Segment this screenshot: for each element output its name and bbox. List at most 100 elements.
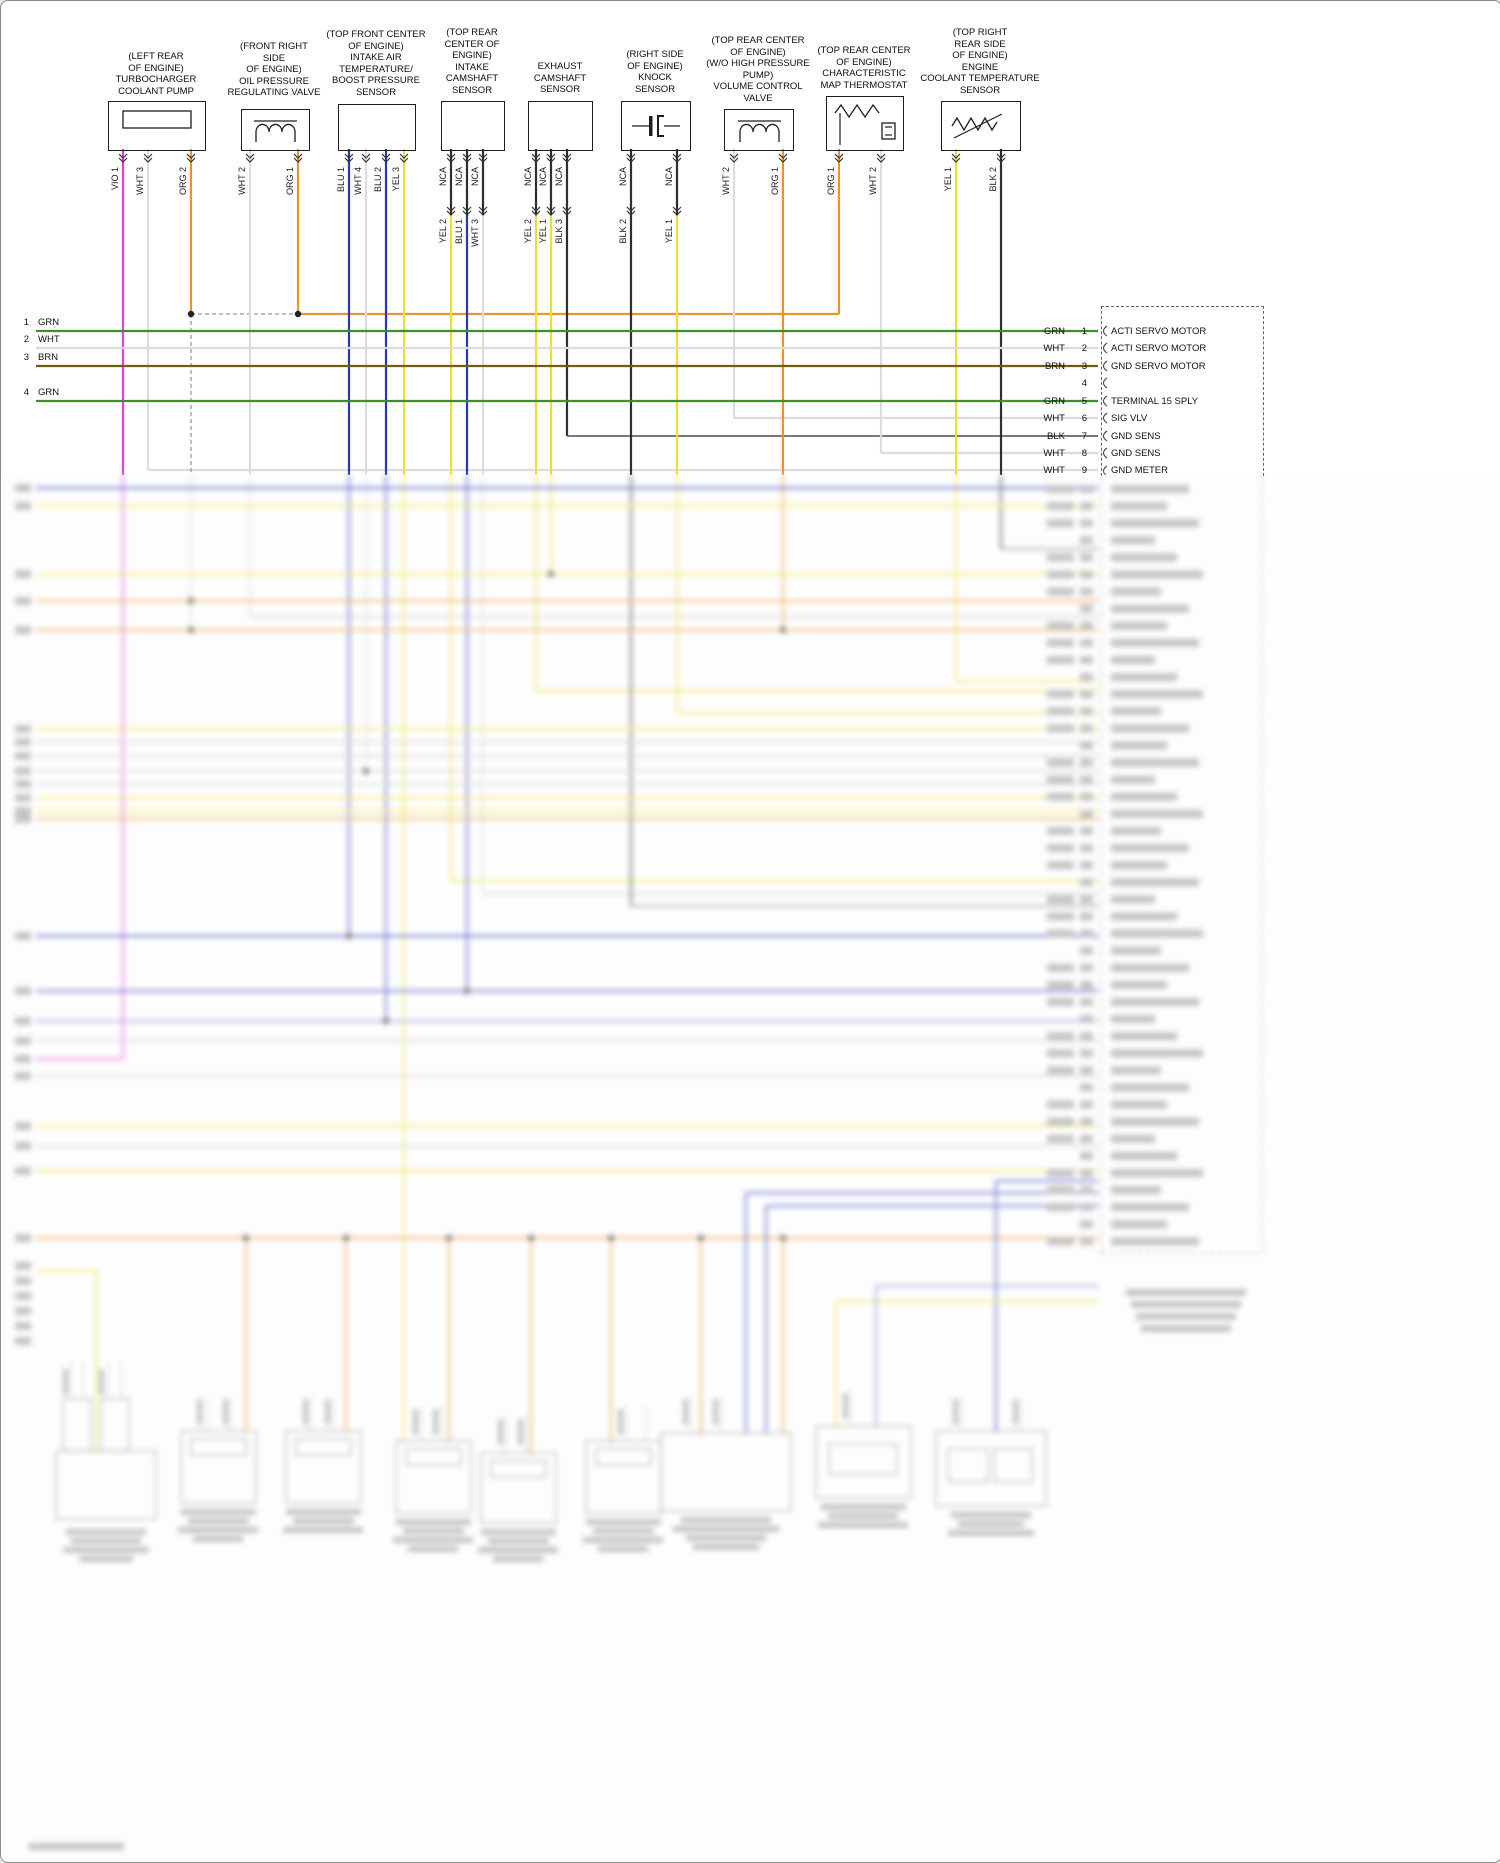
wire-label: YEL 1 (664, 219, 674, 244)
connector-wire-color: WHT (1043, 412, 1065, 424)
connector-row: WHT 6 SIG VLV (1029, 412, 1269, 424)
component-oil-pressure-regulating-valve (241, 109, 310, 151)
wire-label: YEL 2 (438, 219, 448, 244)
left-pin-number: 4 (23, 386, 29, 398)
left-pin-row: 2 WHT (17, 333, 60, 345)
component-volume-control-valve (724, 109, 794, 151)
wire-label: NCA (438, 167, 448, 187)
connector-row: WHT 2 ACTI SERVO MOTOR (1029, 342, 1269, 354)
left-pin-row: 3 BRN (17, 351, 58, 363)
left-wire-color: GRN (38, 386, 60, 398)
connector-wire-color: WHT (1043, 342, 1065, 354)
component-coolant-temperature-sensor (941, 101, 1021, 151)
connector-pin-label: GND SENS (1111, 447, 1161, 459)
connector-wire-color: WHT (1043, 464, 1065, 476)
wire-label: BLU 1 (336, 167, 346, 193)
connector-row: BRN 3 GND SERVO MOTOR (1029, 360, 1269, 372)
wire-label: WHT 2 (237, 167, 247, 195)
left-pin-number: 1 (23, 316, 29, 328)
wire-label: WHT 4 (353, 167, 363, 195)
left-pin-row: 1 GRN (17, 316, 59, 328)
component-label-knock-sensor: (RIGHT SIDE OF ENGINE) KNOCK SENSOR (626, 49, 684, 95)
wire-label: NCA (470, 167, 480, 187)
thermistor-symbol-icon (951, 113, 1003, 139)
connector-wire-color: GRN (1043, 395, 1065, 407)
component-turbocharger-coolant-pump (108, 101, 206, 151)
wire-label: BLK 2 (988, 167, 998, 192)
blurred-region (1, 475, 1500, 1862)
component-map-thermostat (826, 96, 904, 151)
wiring-sharp-svg (36, 149, 1108, 475)
left-wire-color: WHT (38, 333, 60, 345)
connector-pin-number: 8 (1081, 447, 1087, 459)
connector-pin-number: 1 (1081, 325, 1087, 337)
connector-pin-number: 3 (1081, 360, 1087, 372)
connector-pin-label: ACTI SERVO MOTOR (1111, 342, 1207, 354)
connector-pin-number: 4 (1081, 377, 1087, 389)
wire-label: NCA (454, 167, 464, 187)
wiring-blurred-svg (15, 475, 1263, 1850)
wire-label: ORG 2 (178, 167, 188, 196)
capacitor-symbol-icon (632, 115, 680, 137)
wire-label: BLK 3 (554, 219, 564, 244)
component-label-volume-control-valve: (TOP REAR CENTER OF ENGINE) (W/O HIGH PR… (706, 35, 810, 104)
connector-row: WHT 9 GND METER (1029, 464, 1269, 476)
connector-wire-color: GRN (1043, 325, 1065, 337)
connector-pin-number: 7 (1081, 430, 1087, 442)
connector-pin-label: SIG VLV (1111, 412, 1148, 424)
connector-wire-color: BRN (1044, 360, 1065, 372)
connector-pin-label: GND SENS (1111, 430, 1161, 442)
component-label-map-thermostat: (TOP REAR CENTER OF ENGINE) CHARACTERIST… (817, 45, 911, 91)
connector-row: BLK 7 GND SENS (1029, 430, 1269, 442)
component-label-turbocharger-coolant-pump: (LEFT REAR OF ENGINE) TURBOCHARGER COOLA… (115, 51, 197, 97)
wire-label: ORG 1 (826, 167, 836, 196)
pump-symbol-icon (122, 110, 192, 129)
component-knock-sensor (621, 101, 691, 151)
connector-pin-number: 6 (1081, 412, 1087, 424)
connector-pin-number: 2 (1081, 342, 1087, 354)
right-connector-box (1101, 306, 1264, 476)
left-pin-row: 4 GRN (17, 386, 59, 398)
coil-symbol-icon (738, 120, 781, 142)
component-exhaust-camshaft-sensor (528, 101, 593, 151)
connector-pin-label: TERMINAL 15 SPLY (1111, 395, 1199, 407)
component-intake-camshaft-sensor (441, 101, 505, 151)
wire-label: ORG 1 (770, 167, 780, 196)
component-label-intake-air-boost-sensor: (TOP FRONT CENTER OF ENGINE) INTAKE AIR … (326, 29, 426, 98)
wire-label: BLK 2 (618, 219, 628, 244)
wire-label: YEL 1 (943, 167, 953, 192)
wire-label: YEL 1 (538, 219, 548, 244)
wire-label: NCA (523, 167, 533, 187)
component-intake-air-boost-sensor (338, 104, 416, 151)
component-label-coolant-temperature-sensor: (TOP RIGHT REAR SIDE OF ENGINE) ENGINE C… (920, 27, 1040, 96)
wire-label: WHT 2 (721, 167, 731, 195)
connector-pin-label: ACTI SERVO MOTOR (1111, 325, 1207, 337)
wire-label: NCA (554, 167, 564, 187)
wire-label: NCA (538, 167, 548, 187)
connector-row: GRN 5 TERMINAL 15 SPLY (1029, 395, 1269, 407)
wire-label: BLU 2 (373, 167, 383, 193)
wire-label: WHT 3 (470, 219, 480, 247)
left-wire-color: BRN (38, 351, 59, 363)
connector-pin-number: 9 (1081, 464, 1087, 476)
wire-label: ORG 1 (285, 167, 295, 196)
wire-label: VIO 1 (110, 167, 120, 191)
connector-wire-color: BLK (1047, 430, 1065, 442)
connector-pin-label: GND METER (1111, 464, 1168, 476)
thermostat-resistor-symbol-icon (834, 103, 896, 145)
wire-label: NCA (618, 167, 628, 187)
connector-row: WHT 8 GND SENS (1029, 447, 1269, 459)
wire-label: YEL 3 (391, 167, 401, 192)
wire-label: WHT 3 (135, 167, 145, 195)
component-label-intake-camshaft-sensor: (TOP REAR CENTER OF ENGINE) INTAKE CAMSH… (444, 27, 500, 96)
left-wire-color: GRN (38, 316, 60, 328)
wire-label: WHT 2 (868, 167, 878, 195)
connector-pin-number: 5 (1081, 395, 1087, 407)
connector-row: GRN 1 ACTI SERVO MOTOR (1029, 325, 1269, 337)
wire-label: BLU 1 (454, 219, 464, 245)
left-pin-number: 2 (23, 333, 29, 345)
connector-wire-color: WHT (1043, 447, 1065, 459)
left-pin-number: 3 (23, 351, 29, 363)
component-label-oil-pressure-regulating-valve: (FRONT RIGHT SIDE OF ENGINE) OIL PRESSUR… (227, 41, 321, 98)
coil-symbol-icon (254, 120, 297, 142)
